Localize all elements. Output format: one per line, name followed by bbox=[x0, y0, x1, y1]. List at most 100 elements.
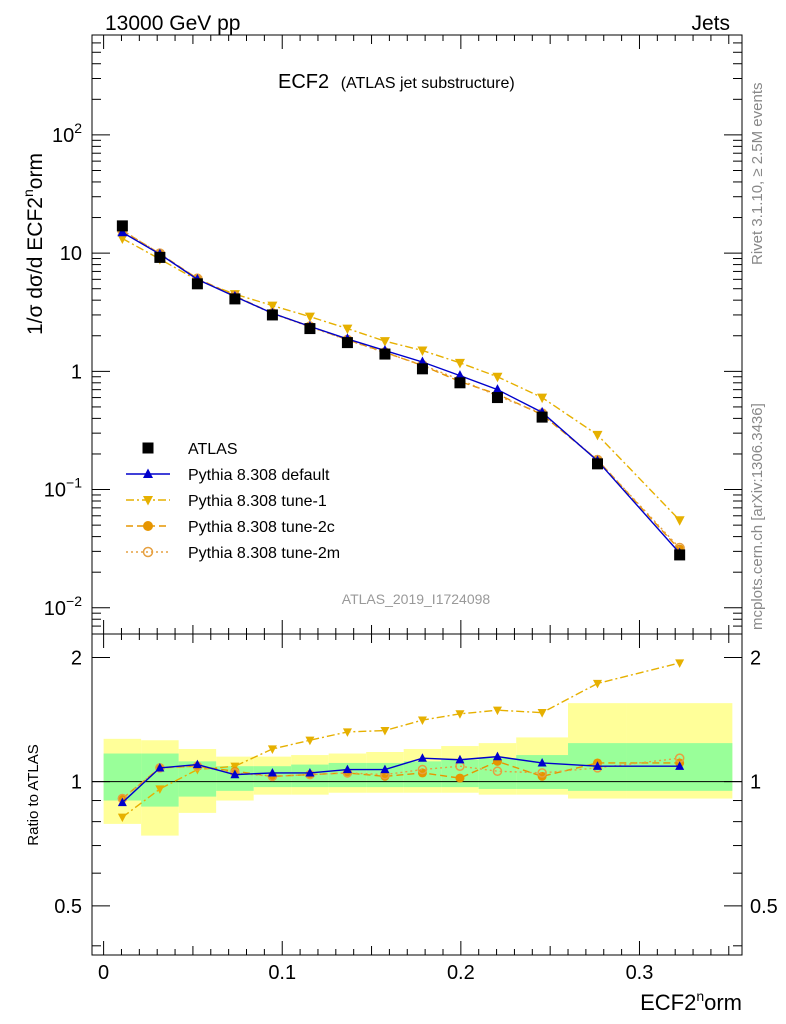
ratio-point bbox=[230, 769, 240, 779]
ratio-point bbox=[492, 766, 503, 777]
ratio-line bbox=[121, 662, 680, 818]
legend-item: Pythia 8.308 tune-2m bbox=[126, 545, 340, 562]
y-tick-label: 102 bbox=[52, 120, 82, 147]
chart-title: ECF2 (ATLAS jet substructure) bbox=[278, 71, 515, 93]
legend-label: Pythia 8.308 default bbox=[188, 467, 330, 484]
y-tick-label: 10−2 bbox=[44, 593, 82, 620]
ratio-line bbox=[121, 760, 680, 800]
data-point bbox=[267, 301, 278, 312]
ratio-y-tick-label: 0.5 bbox=[54, 896, 82, 918]
ratio-y-tick-label-right: 0.5 bbox=[750, 896, 778, 918]
rivet-version-label: Rivet 3.1.10, ≥ 2.5M events bbox=[749, 83, 766, 266]
data-point bbox=[304, 312, 315, 323]
data-point bbox=[491, 392, 503, 404]
ratio-point bbox=[380, 764, 390, 774]
data-point bbox=[341, 337, 353, 349]
ratio-point bbox=[675, 761, 685, 770]
legend-marker bbox=[142, 546, 154, 558]
data-point bbox=[116, 220, 128, 232]
ratio-point bbox=[492, 751, 502, 761]
ratio-inner-band bbox=[441, 759, 479, 788]
x-tick-label: 0.2 bbox=[447, 962, 475, 984]
ratio-inner-band bbox=[103, 753, 142, 801]
ratio-y-tick-label-right: 1 bbox=[750, 772, 761, 794]
ratio-y-tick-label: 2 bbox=[71, 647, 82, 669]
ratio-point bbox=[117, 813, 127, 823]
legend-label: Pythia 8.308 tune-2m bbox=[188, 545, 340, 562]
ratio-point bbox=[305, 767, 315, 777]
ratio-line bbox=[121, 757, 680, 800]
data-point bbox=[536, 411, 548, 423]
ratio-point bbox=[537, 709, 547, 718]
data-point bbox=[537, 393, 548, 404]
data-point bbox=[117, 234, 128, 244]
x-tick-label: 0.1 bbox=[268, 962, 296, 984]
header-energy-label: 13000 GeV pp bbox=[105, 12, 240, 35]
legend-marker bbox=[143, 468, 153, 478]
legend-marker bbox=[142, 442, 154, 454]
x-tick-label: 0.3 bbox=[626, 962, 654, 984]
series-layer bbox=[116, 220, 686, 823]
ratio-point bbox=[305, 736, 315, 746]
ratio-y-tick-label-right: 2 bbox=[750, 647, 761, 669]
ratio-line bbox=[121, 755, 680, 804]
ratio-point bbox=[537, 758, 547, 767]
mcplots-url-label: mcplots.cern.ch [arXiv:1306.3436] bbox=[749, 403, 766, 630]
series-line bbox=[122, 231, 681, 554]
axes: 0 0.1 0.2 0.3 10−2 10−1 1 10 102 0.5 0.5 1 1 2 2 bbox=[44, 34, 778, 984]
ratio-point bbox=[537, 768, 547, 778]
ratio-uncertainty-bands bbox=[103, 703, 733, 836]
data-point bbox=[379, 348, 391, 360]
data-point bbox=[342, 324, 353, 335]
ratio-point bbox=[417, 764, 428, 775]
y-tick-label: 10 bbox=[60, 243, 82, 265]
ratio-point bbox=[417, 716, 427, 726]
data-point bbox=[674, 516, 685, 526]
series-line bbox=[121, 230, 681, 551]
ratio-point bbox=[155, 762, 165, 772]
data-point bbox=[304, 323, 316, 335]
legend-marker bbox=[143, 521, 153, 531]
data-point bbox=[492, 384, 503, 394]
legend-item: Pythia 8.308 tune-1 bbox=[126, 493, 327, 510]
main-y-axis-label: 1/σ dσ/d ECF2norm bbox=[20, 153, 47, 335]
x-axis-label: ECF2norm bbox=[640, 988, 742, 1015]
legend-item: ATLAS bbox=[142, 441, 238, 458]
legend-item: Pythia 8.308 default bbox=[126, 467, 330, 484]
ratio-panel-frame bbox=[91, 633, 743, 956]
data-point bbox=[674, 549, 686, 561]
ratio-point bbox=[342, 728, 352, 737]
legend-label: Pythia 8.308 tune-1 bbox=[188, 493, 327, 510]
legend-label: ATLAS bbox=[188, 441, 238, 458]
svg-text:1/σ dσ/d ECF2norm: 1/σ dσ/d ECF2norm bbox=[20, 153, 47, 335]
ratio-point bbox=[455, 710, 465, 719]
ratio-point bbox=[592, 679, 602, 689]
x-tick-label: 0 bbox=[98, 962, 109, 984]
data-point bbox=[454, 358, 465, 369]
legend-item: Pythia 8.308 tune-2c bbox=[126, 519, 335, 536]
data-point bbox=[454, 370, 465, 380]
ratio-point bbox=[417, 753, 427, 762]
data-point bbox=[191, 278, 203, 290]
ratio-point bbox=[592, 761, 602, 770]
legend-label: Pythia 8.308 tune-2c bbox=[188, 519, 335, 536]
ratio-point bbox=[192, 759, 202, 769]
ratio-point bbox=[675, 659, 685, 668]
ratio-point bbox=[342, 764, 352, 774]
data-point bbox=[591, 458, 603, 470]
data-point bbox=[229, 293, 241, 305]
legend-marker bbox=[143, 496, 153, 506]
ratio-y-axis-label: Ratio to ATLAS bbox=[25, 744, 42, 845]
ratio-point bbox=[267, 745, 277, 754]
analysis-id-label: ATLAS_2019_I1724098 bbox=[342, 591, 491, 607]
series-atlas bbox=[116, 220, 686, 561]
data-point bbox=[117, 226, 128, 237]
ratio-point bbox=[455, 754, 465, 764]
data-point bbox=[416, 363, 428, 375]
ratio-point bbox=[117, 797, 127, 807]
data-point bbox=[379, 337, 390, 347]
header-jets-label: Jets bbox=[691, 12, 730, 35]
data-point bbox=[454, 377, 466, 389]
data-point bbox=[266, 309, 278, 321]
